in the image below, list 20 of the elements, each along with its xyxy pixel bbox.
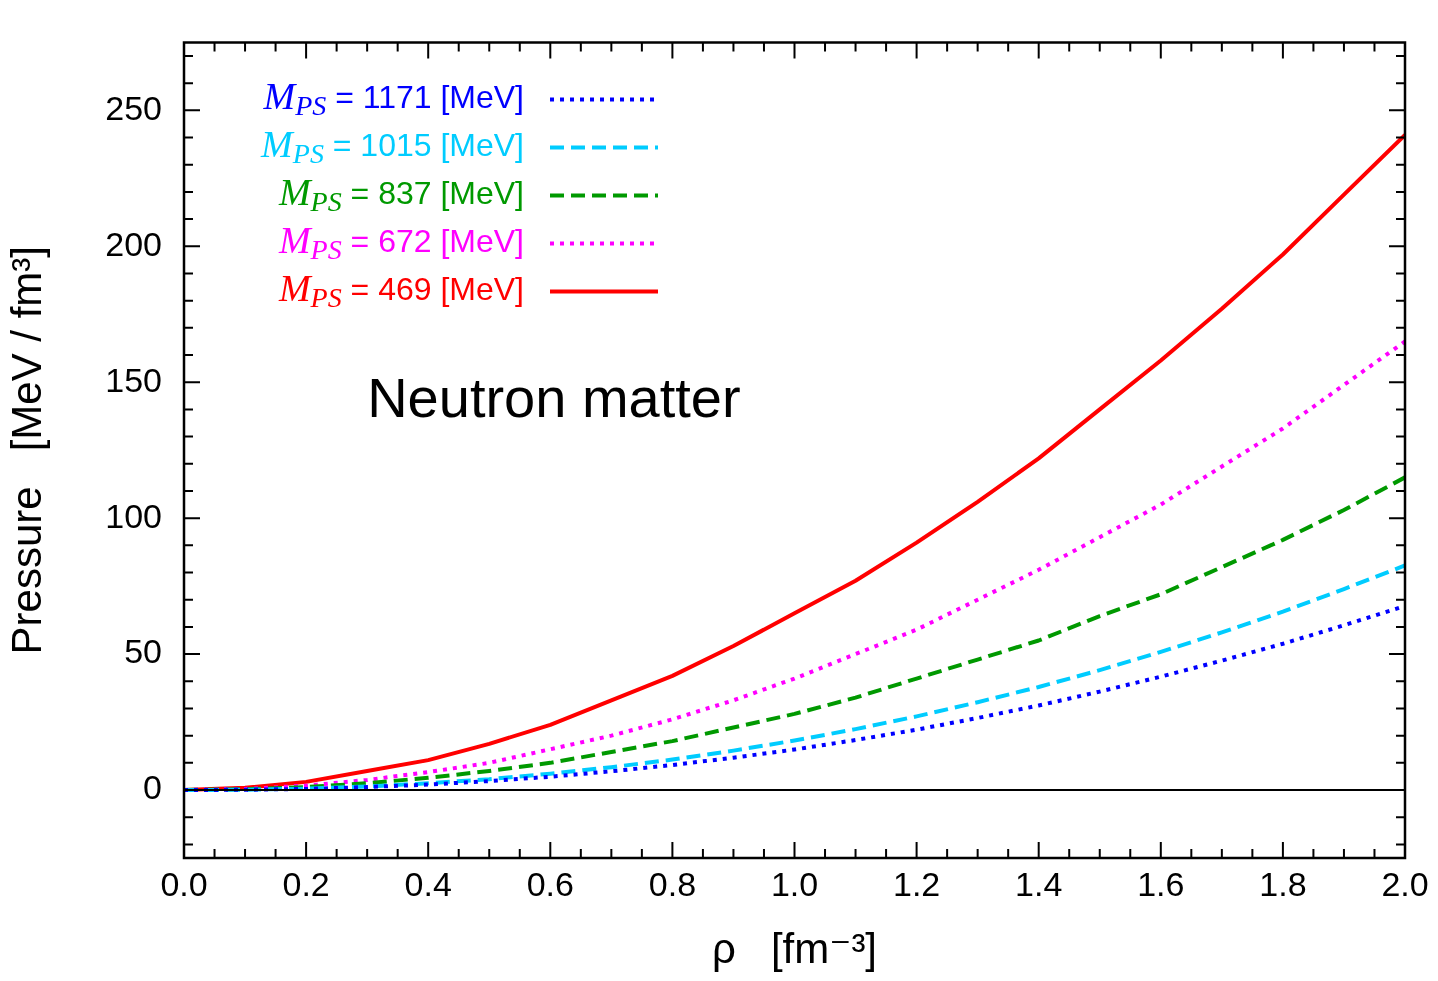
x-axis-title: ρ [fm⁻³] xyxy=(711,925,878,973)
x-tick-label: 0.0 xyxy=(160,864,208,903)
y-tick-label: 50 xyxy=(124,632,162,671)
x-tick-label: 1.4 xyxy=(1015,864,1063,903)
x-tick-label: 1.6 xyxy=(1137,864,1185,903)
x-tick-label: 0.8 xyxy=(648,864,697,903)
y-tick-label: 250 xyxy=(105,88,162,127)
annotation: Neutron matter xyxy=(367,365,741,429)
y-tick-label: 0 xyxy=(143,768,162,807)
y-tick-label: 150 xyxy=(105,360,162,399)
x-tick-label: 1.0 xyxy=(770,864,819,903)
y-axis-title: Pressure [MeV / fm³] xyxy=(2,245,50,655)
x-tick-label: 1.8 xyxy=(1259,864,1307,903)
y-tick-label: 200 xyxy=(105,224,162,263)
x-tick-label: 0.4 xyxy=(404,864,452,903)
x-tick-label: 1.2 xyxy=(892,864,941,903)
x-tick-label: 2.0 xyxy=(1381,864,1429,903)
x-tick-label: 0.2 xyxy=(282,864,330,903)
x-tick-label: 0.6 xyxy=(526,864,574,903)
y-tick-label: 100 xyxy=(105,496,162,535)
